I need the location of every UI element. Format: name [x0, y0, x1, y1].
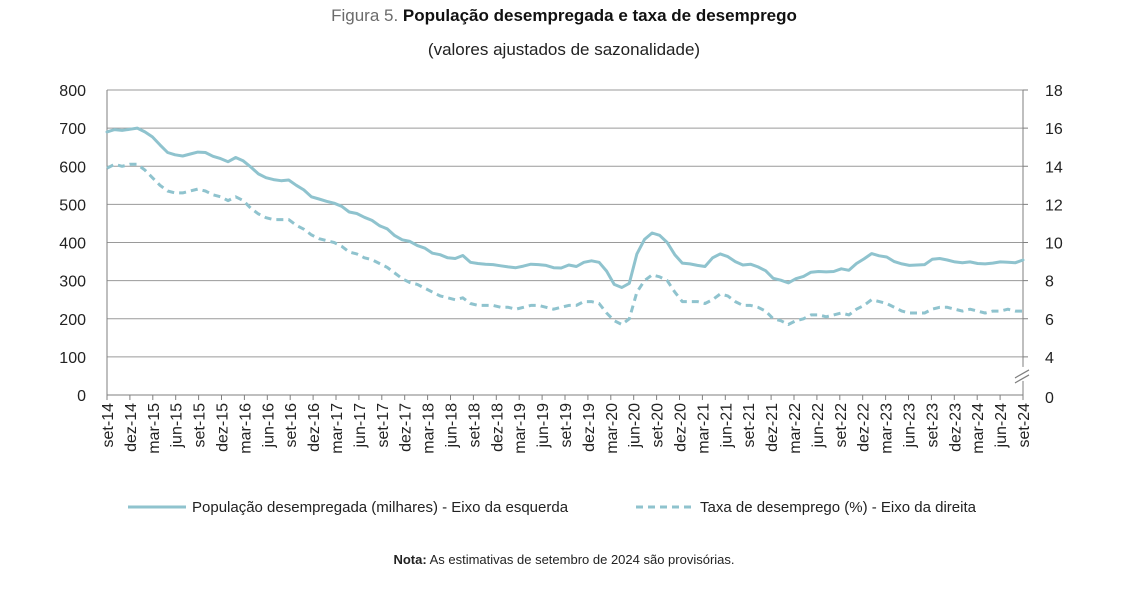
x-tick-label: mar-15: [146, 403, 163, 454]
x-tick-label: dez-22: [856, 403, 873, 452]
x-tick-label: mar-21: [695, 403, 712, 454]
series-line-unemployment-rate: [106, 162, 1023, 326]
y-right-tick-label: 8: [1045, 274, 1054, 291]
x-tick-label: dez-20: [673, 403, 690, 452]
x-tick-label: dez-14: [123, 403, 140, 452]
y-right-tick-label: 16: [1045, 121, 1063, 138]
x-tick-label: mar-18: [421, 403, 438, 454]
x-tick-label: dez-15: [215, 403, 232, 452]
y-right-tick-label: 18: [1045, 83, 1063, 100]
x-tick-label: set-14: [100, 403, 117, 448]
note-text: As estimativas de setembro de 2024 são p…: [429, 552, 735, 567]
x-tick-label: set-20: [650, 403, 667, 448]
y-left-tick-label: 600: [59, 159, 86, 176]
x-tick-label: dez-18: [489, 403, 506, 452]
x-tick-label: jun-21: [718, 403, 735, 449]
right-axis-ticks: 0 4 6 8 10 12 14 16 18: [1023, 83, 1063, 407]
y-right-tick-label: 6: [1045, 312, 1054, 329]
y-right-tick-label: 4: [1045, 350, 1054, 367]
y-right-tick-label: 10: [1045, 236, 1063, 253]
x-tick-label: dez-23: [947, 403, 964, 452]
y-left-tick-label: 0: [77, 388, 86, 405]
x-tick-label: mar-22: [787, 403, 804, 454]
x-tick-label: dez-16: [306, 403, 323, 452]
y-left-tick-label: 300: [59, 274, 86, 291]
axis-break-mark: [1014, 369, 1030, 379]
legend-label-unemployed-population: População desempregada (milhares) - Eixo…: [192, 499, 569, 516]
x-tick-label: set-24: [1016, 403, 1033, 448]
series-group: [105, 126, 1025, 326]
x-tick-label: jun-22: [810, 403, 827, 449]
axis-break-mark: [1014, 374, 1030, 384]
figure-main-title: População desempregada e taxa de desempr…: [402, 6, 797, 25]
x-tick-label: set-17: [375, 403, 392, 448]
grid-lines: [107, 89, 1023, 358]
figure-number: Figura 5.: [331, 6, 399, 25]
x-tick-label: set-15: [192, 403, 209, 448]
x-tick-label: set-22: [833, 403, 850, 448]
x-tick-label: set-21: [741, 403, 758, 448]
y-right-tick-label: 14: [1045, 159, 1063, 176]
series-line-unemployed-population: [105, 126, 1025, 289]
x-tick-label: jun-23: [902, 403, 919, 449]
y-right-tick-label: 12: [1045, 197, 1063, 214]
x-tick-label: mar-19: [512, 403, 529, 454]
x-tick-label: jun-24: [993, 403, 1010, 449]
y-left-tick-label: 400: [59, 236, 86, 253]
x-tick-label: dez-17: [398, 403, 415, 452]
y-left-tick-label: 700: [59, 121, 86, 138]
x-axis-ticks: set-14 dez-14 mar-15 jun-15 set-15 dez-15 mar-…: [100, 395, 1033, 454]
y-left-tick-label: 200: [59, 312, 86, 329]
left-axis-ticks: 0 100 200 300 400 500 600 700 800: [59, 83, 86, 405]
legend-label-unemployment-rate: Taxa de desemprego (%) - Eixo da direita: [700, 499, 977, 516]
x-tick-label: dez-19: [581, 403, 598, 452]
footnote: Nota: As estimativas de setembro de 2024…: [0, 552, 1128, 567]
y-left-tick-label: 100: [59, 350, 86, 367]
x-tick-label: mar-17: [329, 403, 346, 454]
x-tick-label: dez-21: [764, 403, 781, 452]
figure-title: Figura 5. População desempregada e taxa …: [0, 6, 1128, 26]
x-tick-label: jun-15: [169, 403, 186, 449]
figure-subtitle: (valores ajustados de sazonalidade): [427, 40, 701, 59]
x-tick-label: set-16: [283, 403, 300, 448]
x-tick-label: mar-24: [970, 403, 987, 454]
y-left-tick-label: 500: [59, 197, 86, 214]
x-tick-label: jun-20: [627, 403, 644, 449]
y-right-tick-label: 0: [1045, 390, 1054, 407]
x-tick-label: jun-17: [352, 403, 369, 449]
x-tick-label: mar-20: [604, 403, 621, 454]
x-tick-label: mar-16: [237, 403, 254, 454]
legend: População desempregada (milhares) - Eixo…: [128, 499, 977, 516]
x-tick-label: set-18: [466, 403, 483, 448]
note-label: Nota:: [393, 552, 427, 567]
x-tick-label: set-23: [924, 403, 941, 448]
x-tick-label: jun-18: [444, 403, 461, 449]
x-tick-label: jun-16: [260, 403, 277, 449]
x-tick-label: set-19: [558, 403, 575, 448]
x-tick-label: mar-23: [879, 403, 896, 454]
y-left-tick-label: 800: [59, 83, 86, 100]
x-tick-label: jun-19: [535, 403, 552, 449]
